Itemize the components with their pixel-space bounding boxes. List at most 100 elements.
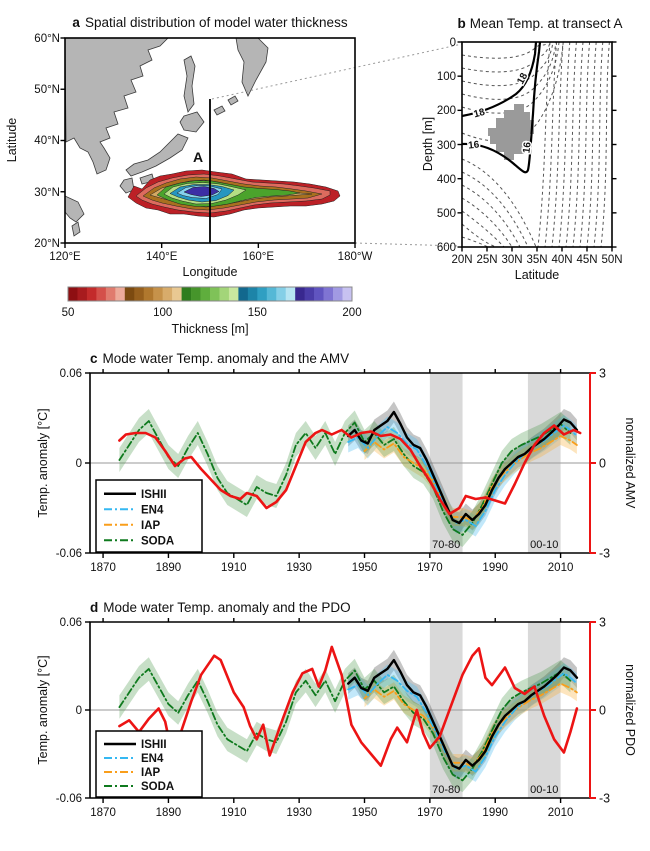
panel-a-x-tick-labels: 120°E 140°E 160°E 180°W: [49, 251, 372, 263]
panel-b: b Mean Temp. at transect A 18 18 16 16 0 …: [421, 16, 623, 282]
isotherm-dashed: [461, 223, 497, 248]
colorbar-cell: [210, 287, 220, 301]
x-tick-label: 1870: [90, 807, 116, 819]
x-tick-label: 1910: [221, 807, 247, 819]
colorbar-cell: [333, 287, 343, 301]
colorbar-cell: [285, 287, 296, 301]
x-tick-label: 1950: [352, 562, 378, 574]
land-kamchatka: [235, 37, 269, 97]
colorbar-cell: [68, 287, 78, 301]
y-tick-label-left: 0: [76, 458, 82, 470]
ylabel-right: normalized AMV: [623, 417, 637, 509]
colorbar-cell: [304, 287, 315, 301]
y-tick-label-right: 0: [599, 704, 606, 718]
series-EN4-line: [347, 672, 578, 773]
land-kuril-2: [227, 95, 239, 106]
series-IAP-band: [364, 674, 577, 775]
panel-b-ylabel: Depth [m]: [421, 117, 435, 171]
ylabel-right: normalized PDO: [623, 664, 637, 756]
colorbar-cell: [96, 287, 107, 301]
legend-label-EN4: EN4: [141, 504, 164, 516]
land-taiwan: [71, 221, 81, 237]
series-SODA-band: [119, 409, 571, 547]
x-tick-label: 1970: [417, 807, 443, 819]
colorbar-cell: [181, 287, 192, 301]
svg-text:40°N: 40°N: [34, 135, 60, 147]
isotherm-dashed-contours: [461, 41, 610, 248]
series-PDO-line: [118, 645, 579, 767]
shaded-period-label: 70-80: [432, 539, 460, 551]
colorbar-cell: [247, 287, 258, 301]
colorbar-cell: [323, 287, 334, 301]
isotherm-dashed: [537, 41, 551, 248]
colorbar-cell: [342, 287, 353, 301]
legend-label-ISHII: ISHII: [141, 739, 167, 751]
svg-text:100: 100: [153, 307, 172, 319]
panel-b-y-tick-labels: 0 100 200 300 400 500 600: [437, 37, 456, 254]
svg-text:200: 200: [437, 105, 456, 117]
isotherm-18-bold: [461, 41, 538, 118]
isotherm-dashed: [565, 41, 577, 248]
panel-a-ylabel: Latitude: [5, 118, 19, 163]
legend-box: [95, 730, 203, 798]
x-tick-label: 1990: [482, 562, 508, 574]
svg-text:500: 500: [437, 208, 456, 220]
svg-text:30°N: 30°N: [34, 187, 60, 199]
colorbar-label: Thickness [m]: [171, 322, 248, 336]
land-kyushu: [119, 177, 135, 194]
colorbar-cell: [134, 287, 145, 301]
colorbar-cell: [219, 287, 230, 301]
legend-label-IAP: IAP: [141, 520, 161, 532]
y-tick-label-right: 0: [599, 457, 606, 471]
colorbar-cell: [257, 287, 268, 301]
x-tick-label: 1950: [352, 807, 378, 819]
panel-letter: d: [90, 600, 98, 615]
legend: ISHII EN4 IAP SODA: [95, 730, 203, 798]
land-kuril-1: [213, 105, 226, 116]
svg-text:120°E: 120°E: [49, 251, 81, 263]
isotherm-dashed: [572, 41, 584, 248]
panel-b-x-tick-labels: 20N 25N 30N 35N 40N 45N 50N: [451, 254, 622, 266]
series-EN4-line: [347, 424, 578, 527]
y-tick-label-left: 0: [76, 705, 82, 717]
svg-text:140°E: 140°E: [146, 251, 178, 263]
colorbar-cell: [115, 287, 126, 301]
mode-water-gray-patch: [488, 104, 534, 160]
panel-b-letter: b: [457, 16, 465, 31]
x-tick-label: 1870: [90, 562, 116, 574]
series-SODA-line: [118, 668, 572, 782]
x-tick-label: 1890: [156, 562, 182, 574]
isotherm-dashed: [461, 184, 521, 248]
svg-text:35N: 35N: [526, 254, 547, 266]
x-tick-label: 1910: [221, 562, 247, 574]
svg-text:150: 150: [248, 307, 267, 319]
x-tick-label: 2010: [548, 562, 574, 574]
land-sakhalin: [183, 55, 196, 113]
svg-text:100: 100: [437, 71, 456, 83]
x-tick-label: 1890: [156, 807, 182, 819]
ylabel-left: Temp. anomaly [°C]: [36, 655, 50, 764]
series-ISHII-line: [347, 410, 579, 525]
panel-a-y-tick-labels: 60°N 50°N 40°N 30°N 20°N: [34, 33, 60, 250]
x-tick-label: 1930: [286, 807, 312, 819]
series-ISHII-line: [347, 658, 579, 770]
legend-label-SODA: SODA: [141, 535, 174, 547]
x-tick-label: 1970: [417, 562, 443, 574]
isotherm-dashed: [558, 41, 571, 248]
svg-text:30N: 30N: [501, 254, 522, 266]
x-tick-label: 1990: [482, 807, 508, 819]
colorbar-cell: [162, 287, 173, 301]
colorbar-cell: [228, 287, 239, 301]
colorbar-cell: [191, 287, 201, 301]
isotherm-dashed: [461, 158, 537, 248]
x-tick-label: 1930: [286, 562, 312, 574]
land-hokkaido: [179, 111, 205, 133]
y-tick-label-right: 3: [599, 367, 606, 381]
legend-label-EN4: EN4: [141, 753, 164, 765]
shaded-period-label: 70-80: [432, 784, 460, 796]
panel-a-tick-marks: [60, 37, 356, 248]
isotherm-dashed: [461, 236, 489, 248]
colorbar-cell: [124, 287, 135, 301]
legend: ISHII EN4 IAP SODA: [95, 479, 203, 553]
